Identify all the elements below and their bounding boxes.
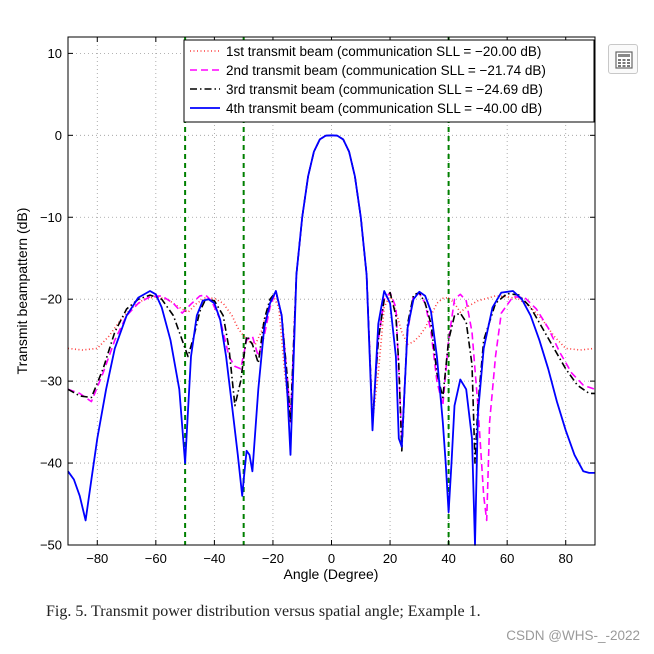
table-calculator-button[interactable] [608,44,638,74]
legend-label: 1st transmit beam (communication SLL = −… [226,44,541,59]
table-calculator-icon [615,51,633,69]
series-line [67,134,595,546]
x-tick-label: −40 [203,551,225,566]
x-tick-label: 40 [441,551,455,566]
x-tick-label: 0 [328,551,335,566]
y-tick-label: −40 [40,456,62,471]
x-tick-label: 80 [558,551,572,566]
x-axis-label: Angle (Degree) [284,566,379,582]
y-tick-label: −30 [40,374,62,389]
legend-label: 4th transmit beam (communication SLL = −… [226,101,542,116]
series-group [67,134,596,546]
x-tick-label: 20 [383,551,397,566]
legend-label: 3rd transmit beam (communication SLL = −… [226,82,543,97]
y-tick-label: −50 [40,538,62,553]
beampattern-chart: −80 −60 −40 −20 0 20 40 60 80100−10−20−30−40−50 … [14,36,596,582]
y-axis-label: Transmit beampattern (dB) [14,208,30,375]
watermark: CSDN @WHS-_-2022 [506,628,640,643]
x-tick-label: 60 [500,551,514,566]
legend: 1st transmit beam (communication SLL = −… [183,39,595,123]
x-tick-label: −20 [262,551,284,566]
y-tick-label: −10 [40,210,62,225]
y-tick-label: −20 [40,292,62,307]
x-tick-label: −60 [145,551,167,566]
legend-box [183,39,595,123]
y-tick-label: 10 [48,46,62,61]
y-tick-label: 0 [55,128,62,143]
x-tick-label: −80 [86,551,108,566]
legend-label: 2nd transmit beam (communication SLL = −… [226,63,546,78]
figure-caption: Fig. 5. Transmit power distribution vers… [46,603,481,620]
